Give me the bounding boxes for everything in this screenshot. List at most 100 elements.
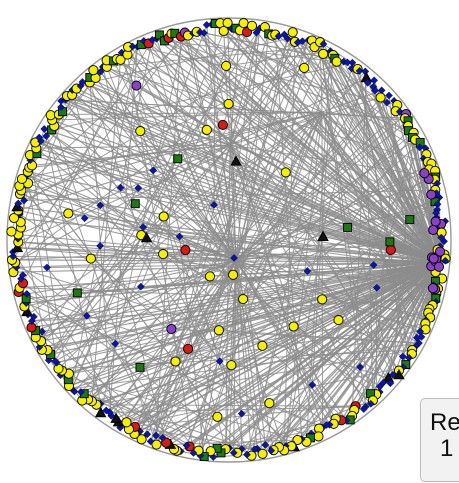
blue-diamond-node <box>412 333 421 342</box>
blue-diamond-node <box>386 379 395 388</box>
yellow-circle-node <box>228 269 239 280</box>
network-edge <box>19 193 237 261</box>
green-square-node <box>343 222 353 232</box>
network-edge <box>68 213 439 290</box>
network-edge <box>347 132 415 228</box>
network-edge <box>165 258 446 444</box>
green-square-node <box>72 288 82 298</box>
network-edge <box>235 46 316 261</box>
yellow-circle-node <box>292 434 303 446</box>
network-edge <box>268 33 323 113</box>
yellow-circle-node <box>313 431 324 442</box>
network-edge <box>210 415 353 452</box>
network-edge <box>140 261 441 288</box>
yellow-circle-node <box>151 439 162 450</box>
purple-circle-node <box>426 189 437 200</box>
network-edge <box>150 304 433 442</box>
network-edge <box>90 209 438 260</box>
yellow-circle-node <box>16 173 28 184</box>
blue-diamond-node <box>182 441 191 450</box>
network-edge <box>359 137 413 368</box>
blue-diamond-node <box>22 290 31 298</box>
network-edge <box>23 53 324 201</box>
network-edge <box>100 71 235 259</box>
blue-diamond-node <box>252 28 261 37</box>
blue-diamond-node <box>359 405 368 413</box>
network-edge <box>241 261 441 450</box>
network-edge <box>209 261 441 277</box>
purple-circle-node <box>419 168 430 179</box>
blue-diamond-node <box>20 196 28 205</box>
blue-diamond-node <box>143 430 152 439</box>
purple-circle-node <box>131 80 142 91</box>
yellow-circle-node <box>223 98 234 109</box>
network-edge <box>399 111 441 263</box>
network-edge <box>14 262 88 317</box>
network-edge <box>218 329 419 344</box>
network-edge <box>26 229 438 295</box>
blue-diamond-node <box>175 232 184 241</box>
network-edge <box>18 241 237 261</box>
network-edge <box>179 236 441 263</box>
blue-diamond-node <box>80 214 89 223</box>
blue-diamond-node <box>152 431 160 440</box>
legend-label-line2: 1 <box>440 435 454 462</box>
blue-diamond-node <box>243 450 251 459</box>
network-edge <box>274 34 303 440</box>
network-edge <box>35 147 147 239</box>
network-edge <box>20 35 189 191</box>
graph-boundary-circle <box>6 17 452 463</box>
network-edge <box>334 58 438 205</box>
red-circle-node <box>217 119 228 130</box>
network-edge <box>102 66 432 165</box>
blue-diamond-node <box>40 125 49 133</box>
blue-diamond-node <box>369 261 378 269</box>
blue-diamond-node <box>102 406 111 415</box>
network-edge <box>163 253 441 263</box>
network-edge <box>99 245 431 318</box>
network-edge <box>26 174 58 363</box>
legend-label-line1: Re <box>430 409 459 436</box>
node-layer <box>6 17 451 461</box>
network-edge <box>102 66 136 204</box>
network-edge <box>22 46 138 284</box>
network-edge <box>333 261 441 425</box>
network-edge <box>246 68 353 455</box>
yellow-circle-node <box>212 411 223 422</box>
yellow-circle-node <box>53 363 64 374</box>
network-edge <box>311 40 411 220</box>
yellow-circle-node <box>257 340 268 351</box>
blue-diamond-node <box>189 449 198 457</box>
yellow-circle-node <box>63 208 74 219</box>
purple-circle-node <box>434 246 446 257</box>
network-edge <box>13 255 237 261</box>
blue-diamond-node <box>230 254 238 262</box>
blue-diamond-node <box>18 271 27 280</box>
network-edge <box>11 259 441 263</box>
network-edge <box>387 154 427 379</box>
network-edge <box>143 226 441 263</box>
blue-diamond-node <box>82 311 91 320</box>
blue-diamond-node <box>43 263 51 272</box>
network-edge <box>334 58 437 214</box>
network-edge <box>20 190 292 447</box>
network-edge <box>223 30 427 155</box>
blue-diamond-node <box>385 91 393 100</box>
blue-diamond-node <box>371 86 379 95</box>
red-circle-node <box>183 343 194 354</box>
blue-diamond-node <box>389 370 397 379</box>
blue-diamond-node <box>136 282 145 291</box>
green-square-node <box>135 362 145 372</box>
network-edge <box>40 140 441 263</box>
network-edge <box>80 391 226 450</box>
black-triangle-node <box>230 155 242 166</box>
yellow-circle-node <box>287 27 298 38</box>
network-edge <box>311 55 334 385</box>
network-edge <box>41 261 441 351</box>
network-edge <box>235 113 407 261</box>
blue-diamond-node <box>139 223 148 231</box>
blue-diamond-node <box>303 267 312 275</box>
yellow-circle-node <box>226 360 237 371</box>
blue-diamond-node <box>158 433 167 442</box>
yellow-circle-node <box>158 211 169 222</box>
